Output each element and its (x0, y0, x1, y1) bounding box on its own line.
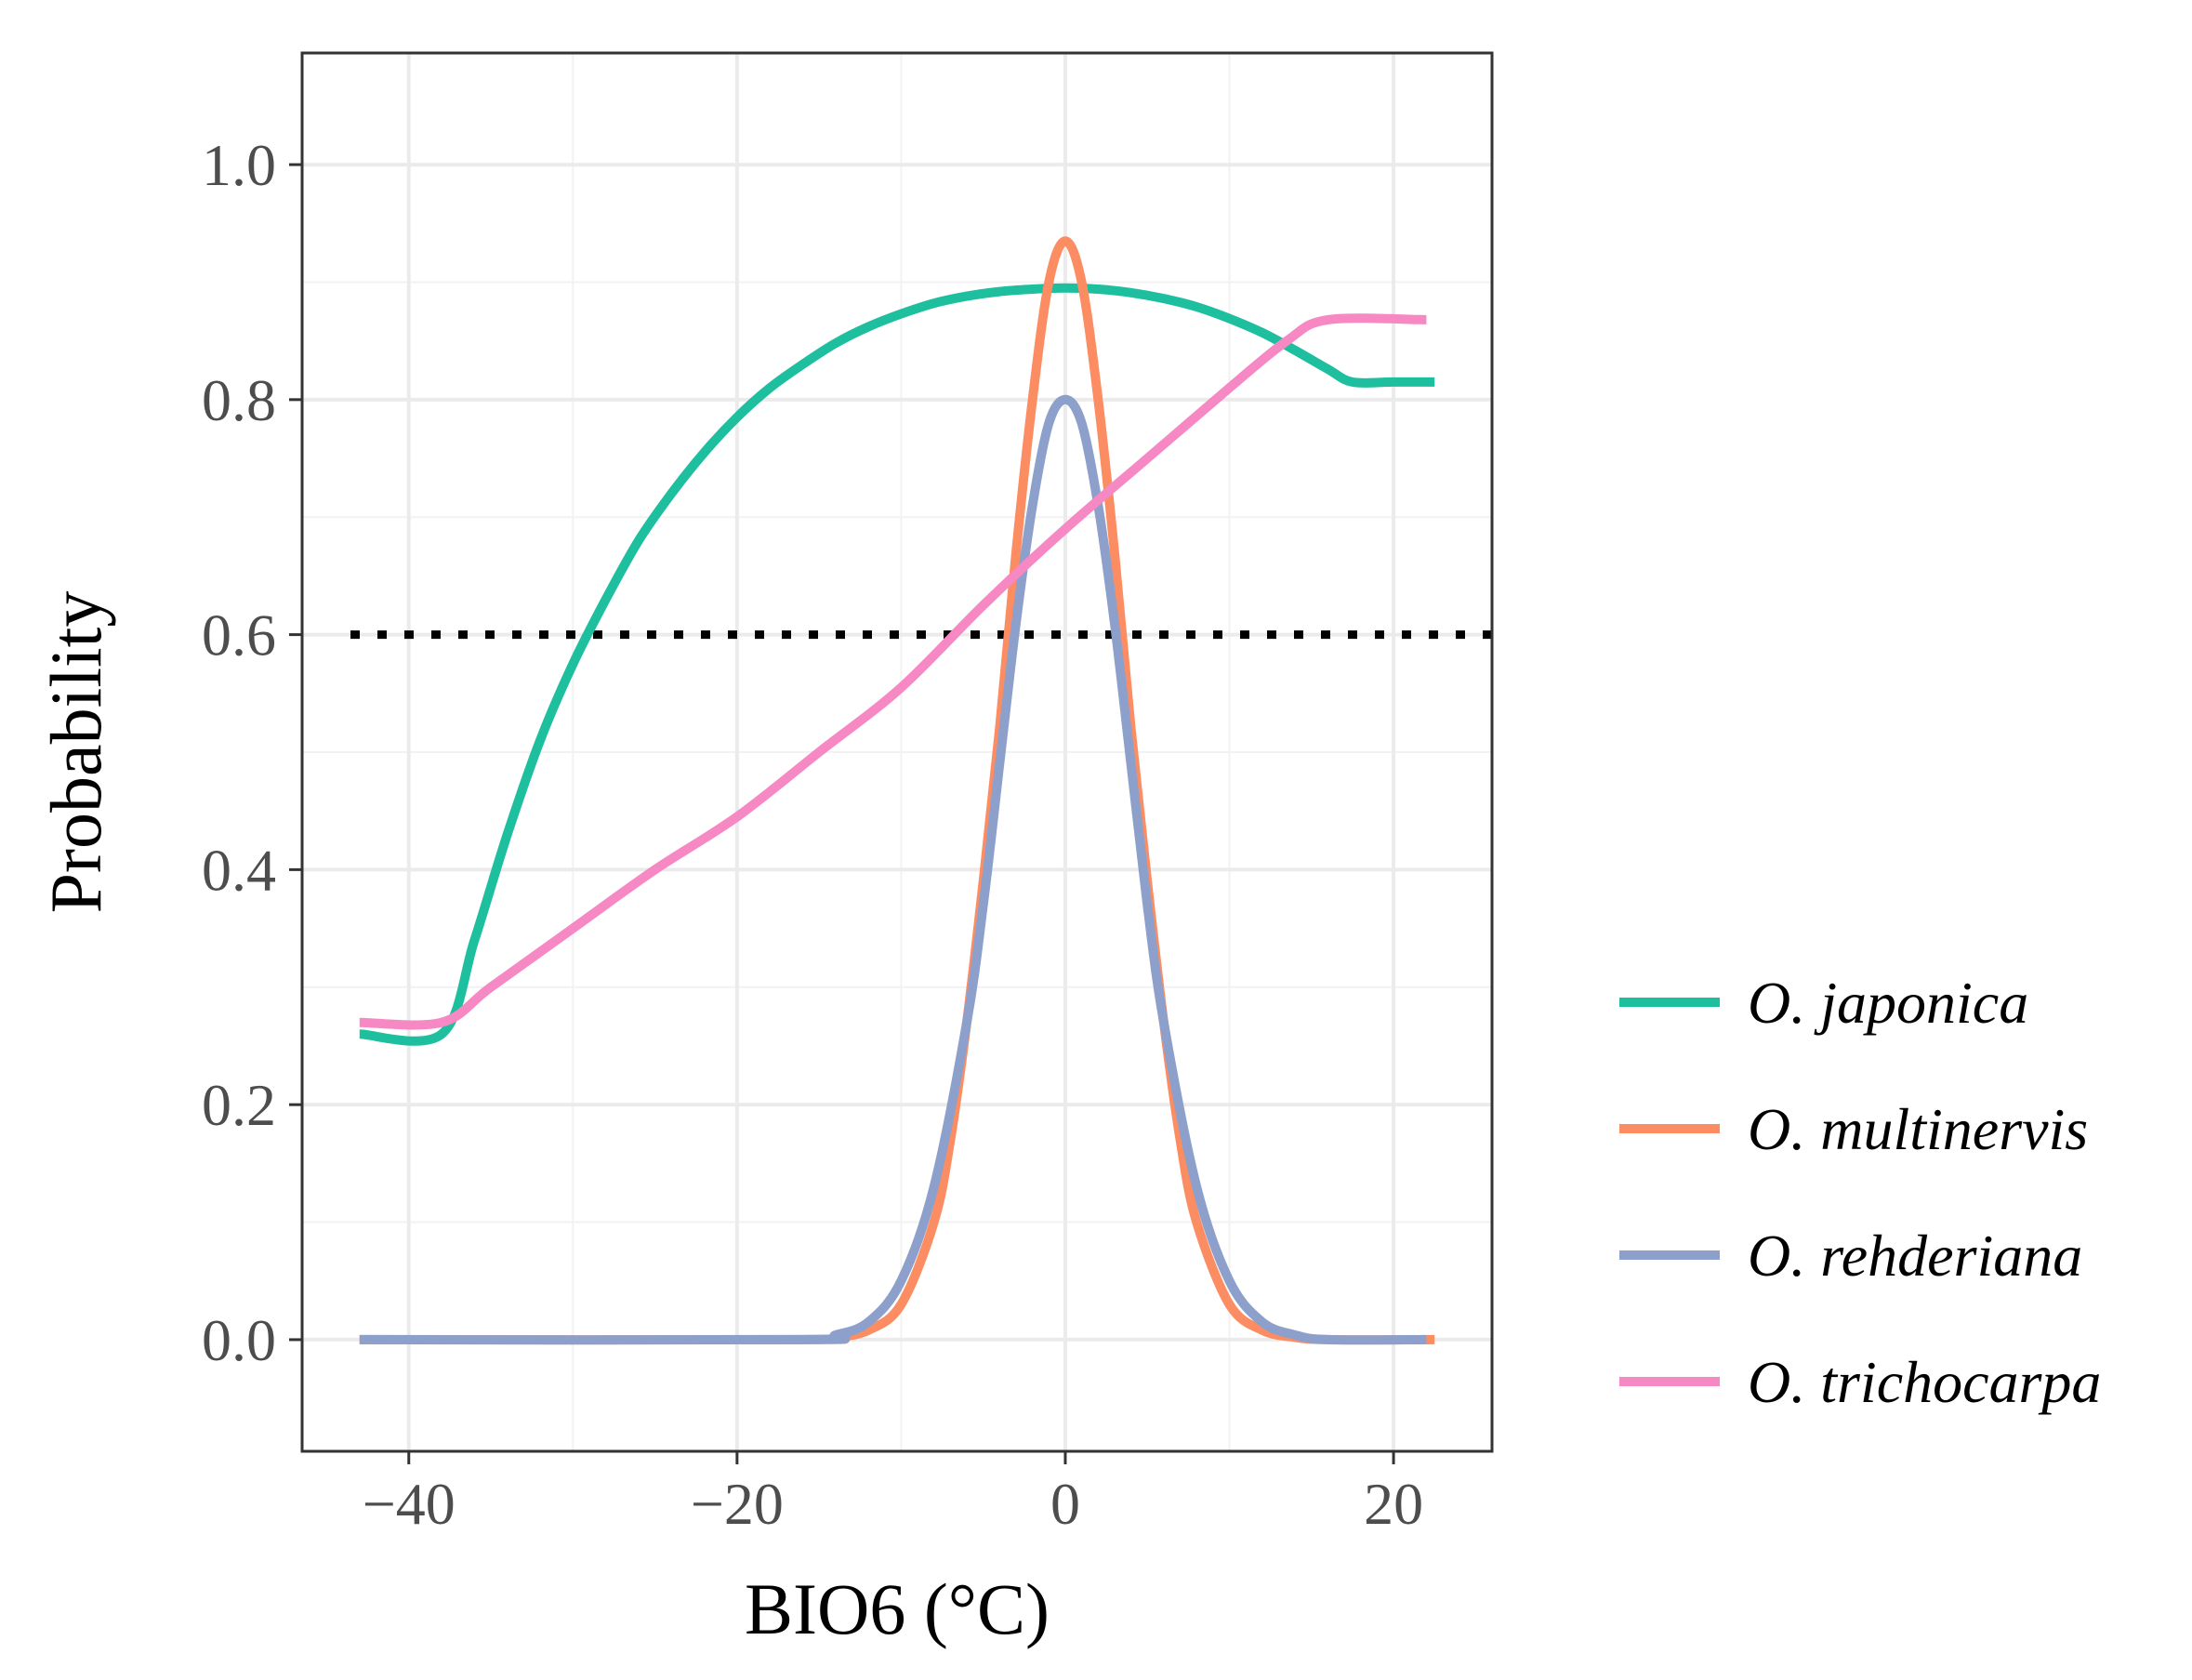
series-line-o-rehderiana (359, 394, 1427, 1345)
series-line-o-trichocarpa (359, 313, 1427, 1030)
legend-label: O. japonica (1748, 970, 2028, 1036)
major-gridlines (302, 53, 1492, 1451)
y-tick-label: 0.2 (202, 1072, 276, 1138)
y-tick-label: 0.4 (202, 837, 276, 903)
x-tick-label: −40 (363, 1471, 456, 1537)
plot-panel-border (300, 51, 1494, 1453)
legend-label: O. multinervis (1748, 1096, 2088, 1162)
legend-label: O. rehderiana (1748, 1223, 2082, 1289)
x-tick-label: 0 (1050, 1471, 1080, 1537)
y-tick-label: 0.6 (202, 602, 276, 668)
legend-label: O. trichocarpa (1748, 1349, 2101, 1415)
legend: O. japonica O. multinervis O. rehderiana O.… (1619, 970, 2101, 1415)
series-lines (359, 236, 1435, 1345)
x-tick-label: −20 (691, 1471, 784, 1537)
x-axis-ticks: −40 −20 0 20 (363, 1451, 1423, 1537)
x-tick-label: 20 (1364, 1471, 1423, 1537)
y-tick-label: 0.8 (202, 367, 276, 433)
y-axis-ticks: 0.0 0.2 0.4 0.6 0.8 1.0 (202, 132, 302, 1373)
y-axis-title: Probability (35, 591, 116, 914)
x-axis-title: BIO6 (°C) (745, 1568, 1050, 1649)
y-tick-label: 1.0 (202, 132, 276, 198)
y-tick-label: 0.0 (202, 1307, 276, 1373)
series-line-o-multinervis (359, 236, 1435, 1345)
series-line-o-japonica (359, 283, 1435, 1046)
minor-gridlines (302, 53, 1492, 1451)
